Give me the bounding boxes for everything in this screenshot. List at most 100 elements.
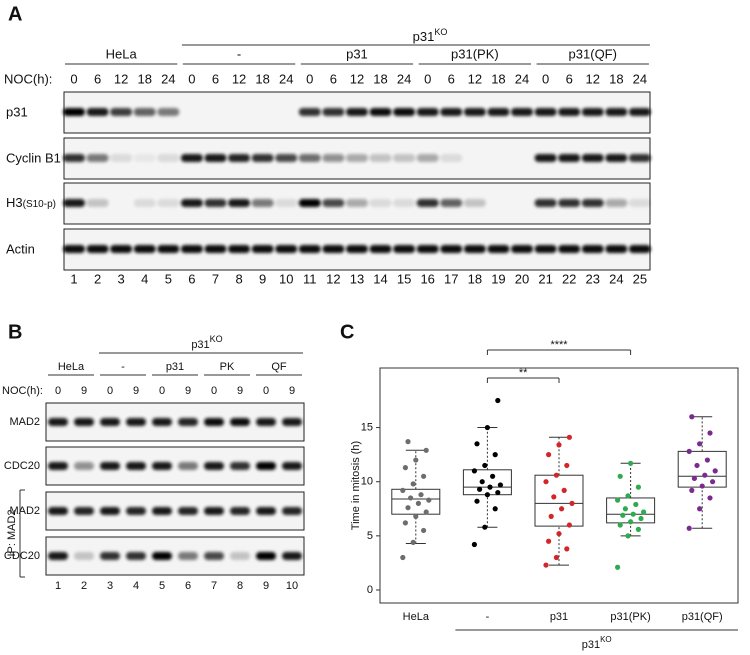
point [617, 522, 623, 528]
timepoint: 24 [161, 71, 175, 86]
blot-band [152, 462, 172, 470]
x-tick-label: - [486, 611, 490, 623]
blot-band [322, 245, 345, 253]
blot-band [463, 108, 486, 116]
timepoint: 12 [232, 71, 246, 86]
lane-number: 5 [165, 271, 172, 286]
timepoint: 0 [70, 71, 77, 86]
point [691, 475, 698, 482]
lane-number: 10 [279, 271, 293, 286]
ko-base: p31 [191, 339, 209, 351]
point [546, 452, 552, 458]
row-label: p31 [6, 104, 28, 119]
noc-label: NOC(h): [2, 385, 43, 397]
row-name: H3 [6, 195, 23, 210]
blot-band [298, 199, 321, 207]
blot-band [511, 245, 534, 253]
blot-band [180, 154, 203, 162]
blot-band [605, 245, 628, 253]
blot-band [534, 199, 557, 207]
timepoint: 0 [188, 71, 195, 86]
noc-label: NOC(h): [4, 71, 52, 86]
blot-band [322, 154, 345, 162]
timepoint: 6 [212, 71, 219, 86]
blot-band [369, 108, 392, 116]
blot-band [393, 154, 416, 162]
ip-label: IP: MAD2 [6, 509, 18, 556]
blot-band [178, 552, 198, 560]
blot-band [126, 418, 146, 426]
timepoint: 0 [306, 71, 313, 86]
lane-number: 13 [350, 271, 364, 286]
point [410, 481, 416, 487]
point [620, 512, 626, 518]
ko-base: p31 [413, 29, 435, 44]
lane-number: 7 [211, 580, 217, 592]
point [546, 538, 552, 544]
y-tick-label: 0 [367, 584, 373, 596]
point [710, 479, 716, 485]
blot-band [152, 507, 172, 515]
timepoint: 24 [633, 71, 647, 86]
y-axis-label: Time in mitosis (h) [350, 441, 362, 530]
blot-band [605, 199, 628, 207]
timepoint: 9 [289, 385, 295, 397]
timepoint: 12 [586, 71, 600, 86]
row-label: MAD2 [9, 416, 40, 428]
ko-superscript: KO [600, 635, 612, 644]
point [553, 472, 560, 478]
blot-band [100, 418, 120, 426]
blot-band [416, 154, 439, 162]
lane-number: 11 [303, 271, 317, 286]
blot-band [298, 245, 321, 253]
y-tick-label: 15 [361, 421, 373, 433]
significance-label: **** [550, 339, 568, 351]
point [423, 509, 429, 515]
timepoint: 9 [81, 385, 87, 397]
row-label: MAD2 [9, 505, 40, 517]
blot-band [322, 199, 345, 207]
blot-band [152, 552, 172, 560]
blot-band [345, 154, 368, 162]
point [615, 497, 621, 503]
point [479, 479, 485, 485]
point [402, 520, 408, 526]
point [471, 541, 477, 548]
blot-band [487, 245, 510, 253]
lane-number: 3 [107, 580, 113, 592]
blot-band [100, 462, 120, 470]
blot-band [204, 552, 224, 560]
blot-band [126, 552, 146, 560]
point [699, 483, 705, 489]
point [477, 486, 483, 492]
group-label: HeLa [106, 46, 138, 61]
blot-band [204, 199, 227, 207]
blot-band [440, 245, 463, 253]
lane-number: 6 [188, 271, 195, 286]
blot-band [110, 108, 133, 116]
blot-band [256, 418, 276, 426]
blot-band [230, 418, 250, 426]
timepoint: 12 [468, 71, 482, 86]
timepoint: 6 [330, 71, 337, 86]
point [566, 434, 573, 440]
ko-label: p31KO [413, 27, 448, 44]
blot-band [251, 245, 274, 253]
blot-band [228, 199, 251, 207]
lane-number: 5 [159, 580, 165, 592]
blot-band [345, 245, 368, 253]
point [418, 492, 424, 498]
blot-band [133, 108, 156, 116]
point [561, 487, 567, 493]
point [487, 484, 493, 490]
row-label: Cyclin B1 [6, 150, 61, 165]
point [482, 462, 488, 469]
group-label: HeLa [58, 361, 85, 373]
panel-letter: B [8, 321, 22, 343]
blot-band [298, 154, 321, 162]
lane-number: 8 [237, 580, 243, 592]
row-label: H3(S10-p) [6, 195, 56, 210]
point [702, 472, 708, 478]
blot-band [440, 108, 463, 116]
blot-band [86, 245, 109, 253]
